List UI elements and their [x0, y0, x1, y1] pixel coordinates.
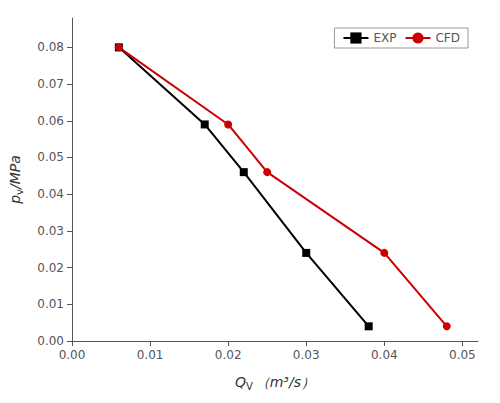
svg-text:0.04: 0.04 — [37, 187, 64, 201]
svg-text:0.00: 0.00 — [37, 334, 64, 348]
svg-text:0.02: 0.02 — [37, 261, 64, 275]
svg-text:0.08: 0.08 — [37, 40, 64, 54]
svg-text:0.05: 0.05 — [37, 150, 64, 164]
svg-text:EXP: EXP — [373, 31, 396, 45]
svg-text:（m³/s）: （m³/s） — [253, 374, 315, 390]
svg-text:/MPa: /MPa — [7, 155, 23, 191]
svg-text:V: V — [246, 380, 253, 392]
svg-text:0.03: 0.03 — [293, 348, 320, 362]
svg-text:0.00: 0.00 — [59, 348, 86, 362]
svg-text:0.01: 0.01 — [37, 297, 64, 311]
svg-text:0.07: 0.07 — [37, 77, 64, 91]
svg-text:p: p — [7, 195, 23, 205]
svg-text:0.01: 0.01 — [137, 348, 164, 362]
svg-text:0.02: 0.02 — [215, 348, 242, 362]
svg-text:0.05: 0.05 — [449, 348, 476, 362]
svg-text:0.03: 0.03 — [37, 224, 64, 238]
svg-text:0.04: 0.04 — [371, 348, 398, 362]
svg-text:0.06: 0.06 — [37, 114, 64, 128]
svg-text:CFD: CFD — [435, 31, 460, 45]
svg-text:Q: Q — [235, 374, 246, 390]
svg-text:v: v — [13, 189, 25, 195]
